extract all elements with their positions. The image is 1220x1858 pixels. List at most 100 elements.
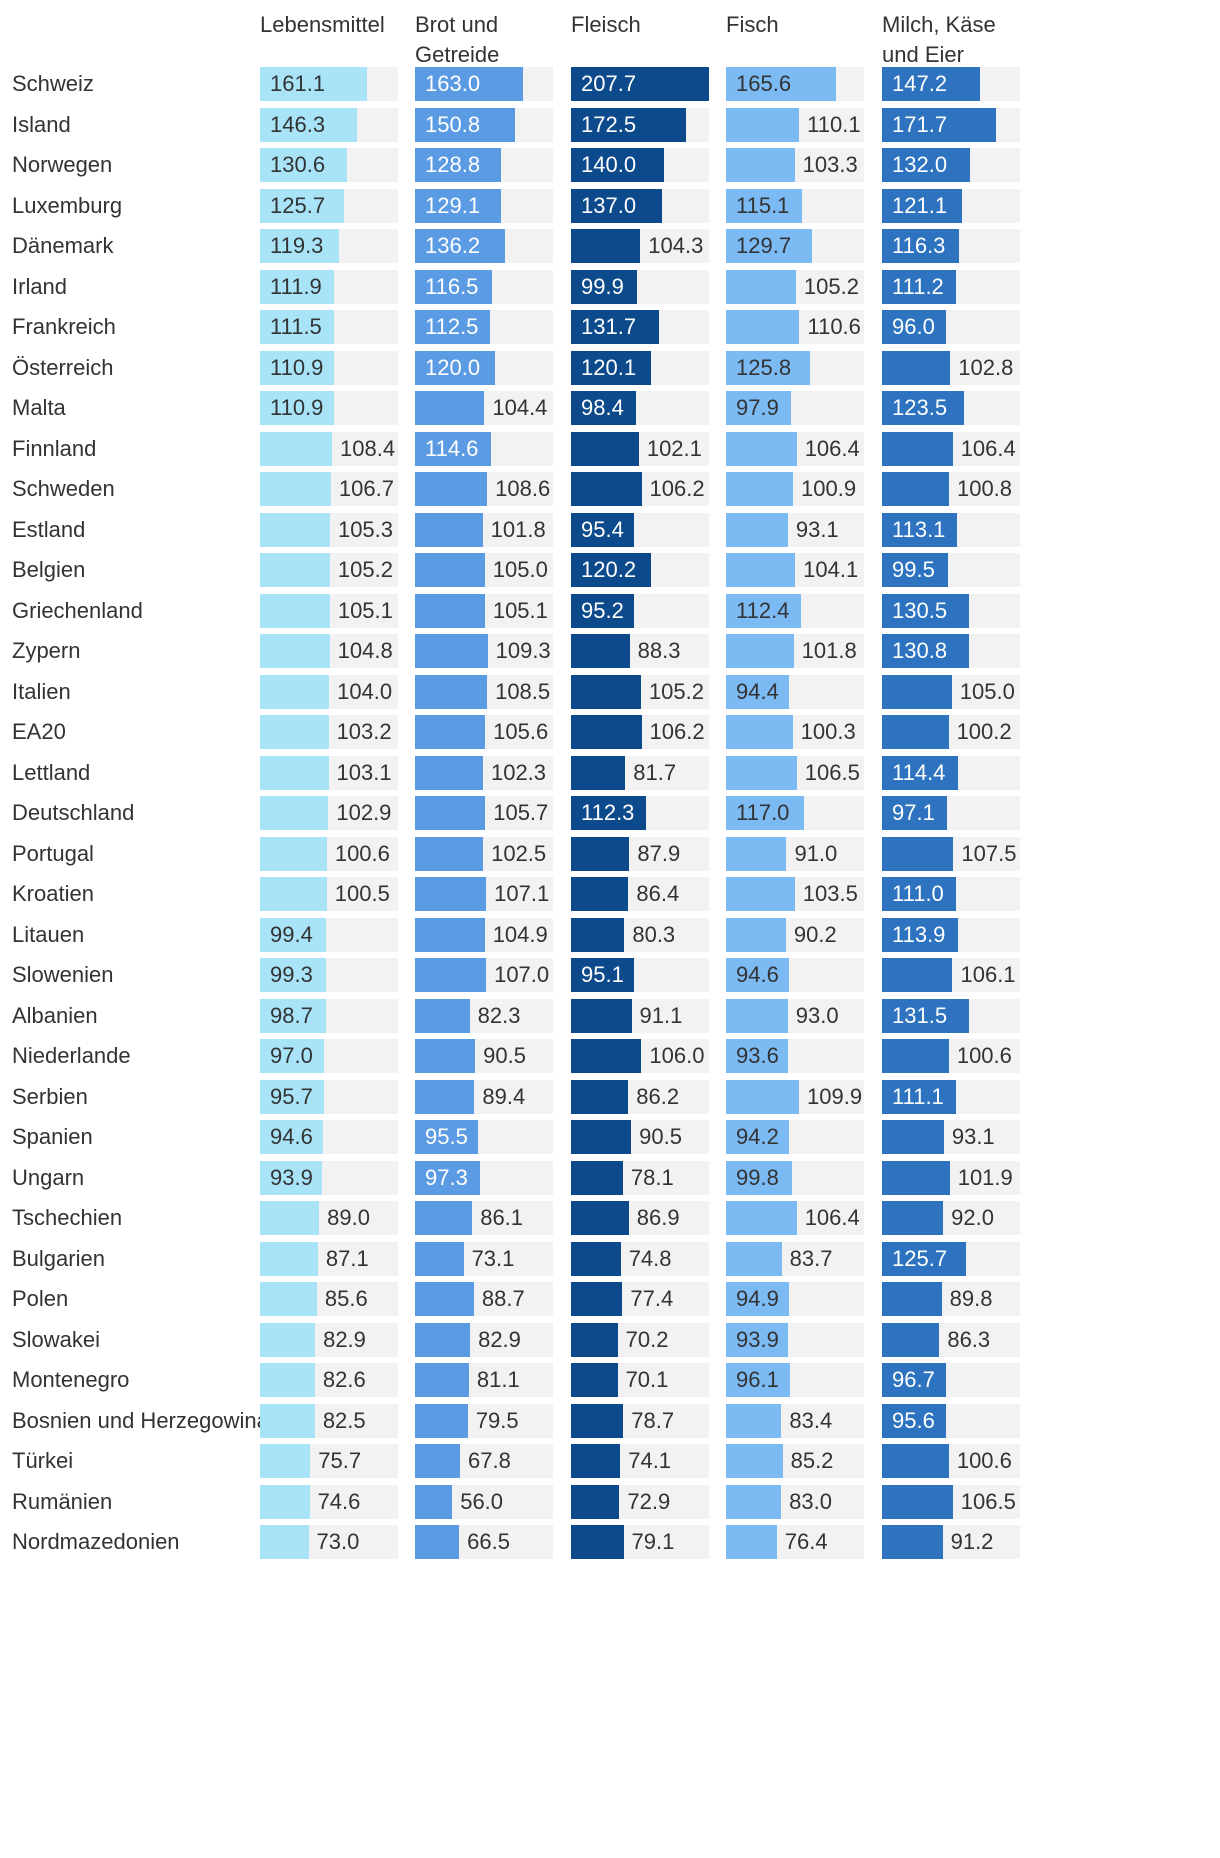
bar-cell: 108.6 bbox=[415, 472, 553, 506]
bar bbox=[571, 634, 630, 668]
row-label: Slowenien bbox=[12, 962, 114, 987]
value-label: 105.0 bbox=[959, 678, 1015, 704]
bar-cell: 78.1 bbox=[571, 1160, 709, 1195]
bar bbox=[571, 715, 642, 749]
value-label: 97.1 bbox=[892, 800, 935, 825]
bar bbox=[260, 350, 334, 385]
bar bbox=[571, 877, 629, 911]
value-label: 140.0 bbox=[581, 152, 637, 177]
bar bbox=[882, 148, 970, 182]
bar bbox=[415, 1484, 453, 1519]
bar-cell: 121.1 bbox=[882, 188, 1020, 223]
value-label: 102.1 bbox=[646, 435, 702, 461]
bar bbox=[882, 1079, 956, 1114]
bar-cell: 106.4 bbox=[882, 431, 1020, 466]
column-header-milch: Milch, Käse und Eier bbox=[882, 12, 996, 67]
value-label: 107.5 bbox=[961, 840, 1017, 866]
row-label: Schweden bbox=[12, 476, 115, 501]
bar bbox=[726, 998, 788, 1033]
bar-cell: 82.3 bbox=[415, 998, 553, 1033]
bar bbox=[882, 796, 947, 830]
value-label: 104.4 bbox=[492, 395, 548, 420]
bar bbox=[571, 269, 638, 304]
value-label: 97.0 bbox=[270, 1043, 313, 1068]
value-label: 106.5 bbox=[960, 1488, 1016, 1514]
bar bbox=[882, 1363, 947, 1397]
bar bbox=[882, 1120, 944, 1154]
bar bbox=[882, 1282, 942, 1316]
bar-cell: 110.1 bbox=[726, 107, 864, 142]
bar-cell: 130.8 bbox=[882, 634, 1020, 668]
bar bbox=[260, 1322, 316, 1357]
bar bbox=[415, 715, 486, 749]
bar-cell: 108.5 bbox=[415, 674, 553, 709]
bar bbox=[415, 1120, 479, 1154]
bar-cell: 86.3 bbox=[882, 1322, 1020, 1357]
value-label: 150.8 bbox=[425, 111, 481, 137]
bar bbox=[415, 1079, 475, 1114]
value-label: 105.1 bbox=[337, 597, 393, 623]
bar-cell: 125.7 bbox=[882, 1241, 1020, 1276]
value-label: 111.1 bbox=[892, 1083, 944, 1109]
bar-cell: 93.6 bbox=[726, 1039, 864, 1073]
bar-cell: 207.7 bbox=[571, 67, 709, 101]
bar bbox=[726, 1322, 789, 1357]
bar-cell: 106.2 bbox=[571, 472, 709, 506]
value-label: 75.7 bbox=[318, 1448, 362, 1473]
value-label: 100.8 bbox=[956, 476, 1013, 501]
row-label: Malta bbox=[12, 395, 66, 420]
value-label: 93.1 bbox=[795, 516, 839, 542]
bar-cell: 66.5 bbox=[415, 1525, 553, 1559]
bar bbox=[415, 1282, 474, 1316]
bar bbox=[260, 1160, 323, 1195]
bar-cell: 74.6 bbox=[260, 1484, 398, 1519]
bar bbox=[571, 431, 639, 466]
bar bbox=[571, 593, 635, 628]
bar-cell: 102.8 bbox=[882, 350, 1020, 385]
value-label: 106.0 bbox=[649, 1043, 705, 1068]
value-label: 111.5 bbox=[270, 314, 322, 339]
bar bbox=[260, 1120, 323, 1154]
value-label: 76.4 bbox=[784, 1529, 828, 1554]
bar-cell: 93.1 bbox=[882, 1120, 1020, 1154]
bar bbox=[726, 431, 797, 466]
bar bbox=[260, 634, 330, 668]
bar bbox=[882, 512, 958, 547]
bar-cell: 105.0 bbox=[415, 553, 553, 587]
value-label: 117.0 bbox=[736, 800, 790, 825]
value-label: 82.9 bbox=[478, 1326, 521, 1352]
bar-cell: 93.9 bbox=[726, 1322, 864, 1357]
bar-cell: 89.4 bbox=[415, 1079, 553, 1114]
row-label: Serbien bbox=[12, 1083, 88, 1109]
bar-cell: 105.2 bbox=[726, 269, 864, 304]
bar-cell: 106.1 bbox=[882, 958, 1020, 992]
row-label: Deutschland bbox=[12, 800, 135, 825]
bar bbox=[415, 674, 488, 709]
value-label: 93.9 bbox=[270, 1164, 313, 1190]
bar bbox=[726, 350, 810, 385]
value-label: 105.0 bbox=[492, 557, 548, 582]
bar bbox=[571, 1322, 618, 1357]
value-label: 79.5 bbox=[475, 1407, 519, 1433]
value-label: 93.1 bbox=[951, 1124, 995, 1149]
bar bbox=[882, 998, 970, 1033]
bar bbox=[415, 269, 493, 304]
bar-cell: 104.8 bbox=[260, 634, 398, 668]
bar bbox=[415, 998, 470, 1033]
bar bbox=[415, 1363, 469, 1397]
value-label: 114.6 bbox=[425, 435, 479, 461]
bar-cell: 125.7 bbox=[260, 188, 398, 223]
value-label: 137.0 bbox=[581, 192, 637, 218]
bar bbox=[571, 350, 651, 385]
value-label: 87.9 bbox=[637, 840, 681, 866]
bar bbox=[882, 1322, 940, 1357]
bar-cell: 116.3 bbox=[882, 229, 1020, 263]
bar-cell: 86.1 bbox=[415, 1201, 553, 1235]
value-label: 105.2 bbox=[337, 557, 393, 582]
bar bbox=[260, 1363, 315, 1397]
value-label: 97.9 bbox=[736, 395, 779, 420]
bar bbox=[260, 877, 327, 911]
value-label: 104.8 bbox=[337, 638, 393, 663]
row-label: Nordmazedonien bbox=[12, 1529, 180, 1554]
bar-cell: 102.9 bbox=[260, 796, 398, 830]
